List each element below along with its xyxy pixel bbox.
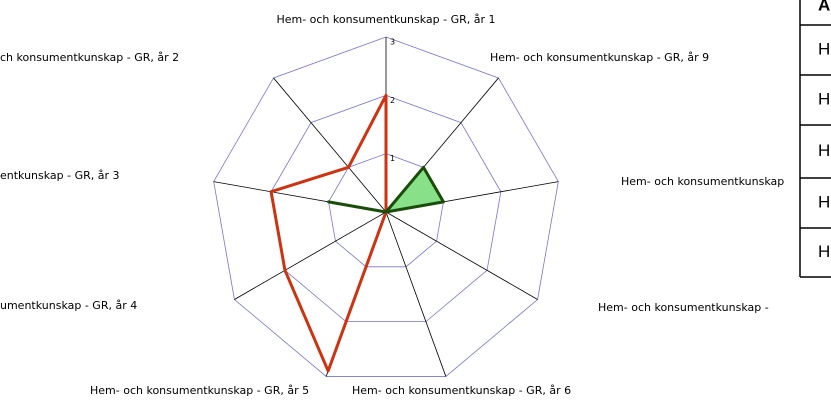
table-cell: H (818, 141, 830, 160)
table-cell: H (818, 39, 830, 58)
grid-ring (270, 94, 502, 323)
axis-label: Hem- och konsumentkunskap - GR, år 6 (352, 384, 571, 397)
table-cell: H (818, 192, 830, 211)
axis-label: Hem- och konsumentkunskap - (598, 301, 769, 314)
table-header: A (818, 0, 830, 14)
axis-label: Hem- och konsumentkunskap - GR, år 5 (90, 384, 309, 397)
axis-label: Hem- och konsumentkunskap - GR, år 9 (490, 51, 709, 64)
tick-label: 3 (390, 38, 395, 47)
axis-label: entkunskap - GR, år 3 (0, 169, 120, 182)
axis-line (385, 211, 447, 377)
series-area (269, 93, 388, 373)
axis-line (385, 211, 538, 300)
table-cell: H (818, 89, 830, 108)
tick-label: 1 (390, 154, 395, 163)
axis-label: Hem- och konsumentkunskap - GR, år 1 (276, 13, 495, 26)
axis-line (234, 211, 387, 300)
axis-label: ch konsumentkunskap - GR, år 2 (0, 51, 179, 64)
axis-label: umentkunskap - GR, år 4 (0, 299, 137, 312)
axis-line (273, 77, 387, 213)
series-area (327, 165, 445, 214)
grid-ring (213, 36, 559, 377)
tick-label: 2 (390, 96, 395, 105)
axis-label: Hem- och konsumentkunskap (621, 175, 784, 188)
table-cell: H (818, 242, 830, 261)
